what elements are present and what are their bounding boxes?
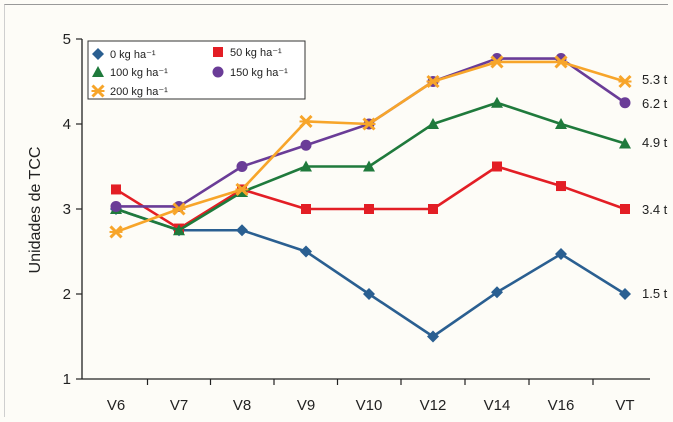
y-tick-label: 5 (63, 31, 71, 48)
axes: 1 2 3 4 5 V6 V7 V8 V9 V10 V12 V14 V16 VT (63, 31, 650, 414)
data-point (428, 204, 438, 214)
legend-marker (92, 48, 104, 60)
legend-marker (91, 84, 105, 98)
data-point (619, 97, 631, 109)
series-layer (109, 53, 632, 343)
y-tick-label: 3 (63, 201, 71, 218)
y-tick-label: 1 (63, 371, 71, 388)
x-tick-label: V7 (170, 397, 188, 414)
series-4 (109, 55, 632, 239)
x-tick-label: V10 (356, 397, 383, 414)
legend-label: 150 kg ha⁻¹ (230, 67, 288, 79)
legend-item: 150 kg ha⁻¹ (212, 66, 288, 79)
series-1 (111, 161, 630, 234)
data-point (620, 204, 630, 214)
legend-marker (212, 66, 224, 78)
legend-item: 0 kg ha⁻¹ (92, 48, 156, 61)
end-label: 1.5 t (642, 286, 668, 301)
data-point (490, 55, 504, 69)
legend-item: 200 kg ha⁻¹ (91, 84, 168, 98)
legend-marker (213, 47, 223, 57)
data-point (300, 139, 312, 151)
data-point (426, 74, 440, 89)
data-point (491, 286, 503, 299)
data-point (619, 137, 631, 149)
x-tick-label: V16 (548, 397, 575, 414)
series-2 (110, 96, 631, 236)
x-tick-label: VT (615, 397, 634, 414)
data-point (300, 245, 312, 258)
legend-item: 100 kg ha⁻¹ (92, 66, 168, 79)
legend: 0 kg ha⁻¹ 50 kg ha⁻¹ 100 kg ha⁻¹ 150 kg ha⁻… (87, 40, 306, 100)
data-point (109, 225, 123, 239)
data-point (554, 55, 568, 69)
legend-item: 50 kg ha⁻¹ (213, 47, 282, 59)
data-point (363, 160, 375, 172)
data-point (363, 288, 375, 300)
y-axis-label: Unidades de TCC (27, 147, 44, 274)
data-point (618, 74, 632, 89)
legend-label: 100 kg ha⁻¹ (110, 67, 168, 79)
data-point (110, 200, 122, 212)
data-point (300, 160, 312, 172)
y-tick-label: 4 (63, 116, 71, 133)
data-point (492, 161, 502, 172)
data-point (427, 118, 439, 129)
data-point (491, 96, 503, 108)
legend-label: 50 kg ha⁻¹ (230, 47, 282, 59)
data-point (299, 114, 313, 129)
chart-frame (4, 4, 668, 417)
data-point (555, 248, 567, 261)
data-point (172, 202, 186, 216)
x-tick-label: V6 (107, 397, 125, 414)
x-tick-label: V14 (484, 397, 511, 414)
end-labels: 1.5 t 3.4 t 4.9 t 6.2 t 5.3 t (642, 72, 668, 301)
x-tick-label: V12 (420, 397, 447, 414)
end-label: 6.2 t (642, 96, 668, 111)
data-point (173, 224, 185, 236)
legend-label: 0 kg ha⁻¹ (110, 49, 156, 61)
legend-box (87, 40, 306, 100)
x-tick-label: V8 (233, 397, 251, 414)
data-point (619, 288, 631, 300)
data-point (555, 118, 567, 129)
legend-marker (92, 66, 104, 77)
series-line (115, 207, 626, 338)
legend-label: 200 kg ha⁻¹ (110, 86, 168, 98)
end-label: 3.4 t (642, 202, 668, 217)
x-tick-label: V9 (297, 397, 315, 414)
data-point (556, 181, 566, 192)
data-point (236, 161, 248, 172)
data-point (111, 184, 121, 195)
data-point (362, 117, 376, 131)
data-point (364, 204, 374, 214)
y-tick-label: 2 (63, 286, 71, 303)
data-point (301, 204, 311, 214)
end-label: 5.3 t (642, 72, 668, 87)
end-label: 4.9 t (642, 135, 668, 150)
data-point (236, 224, 248, 237)
data-point (427, 330, 439, 343)
data-point (235, 182, 249, 197)
